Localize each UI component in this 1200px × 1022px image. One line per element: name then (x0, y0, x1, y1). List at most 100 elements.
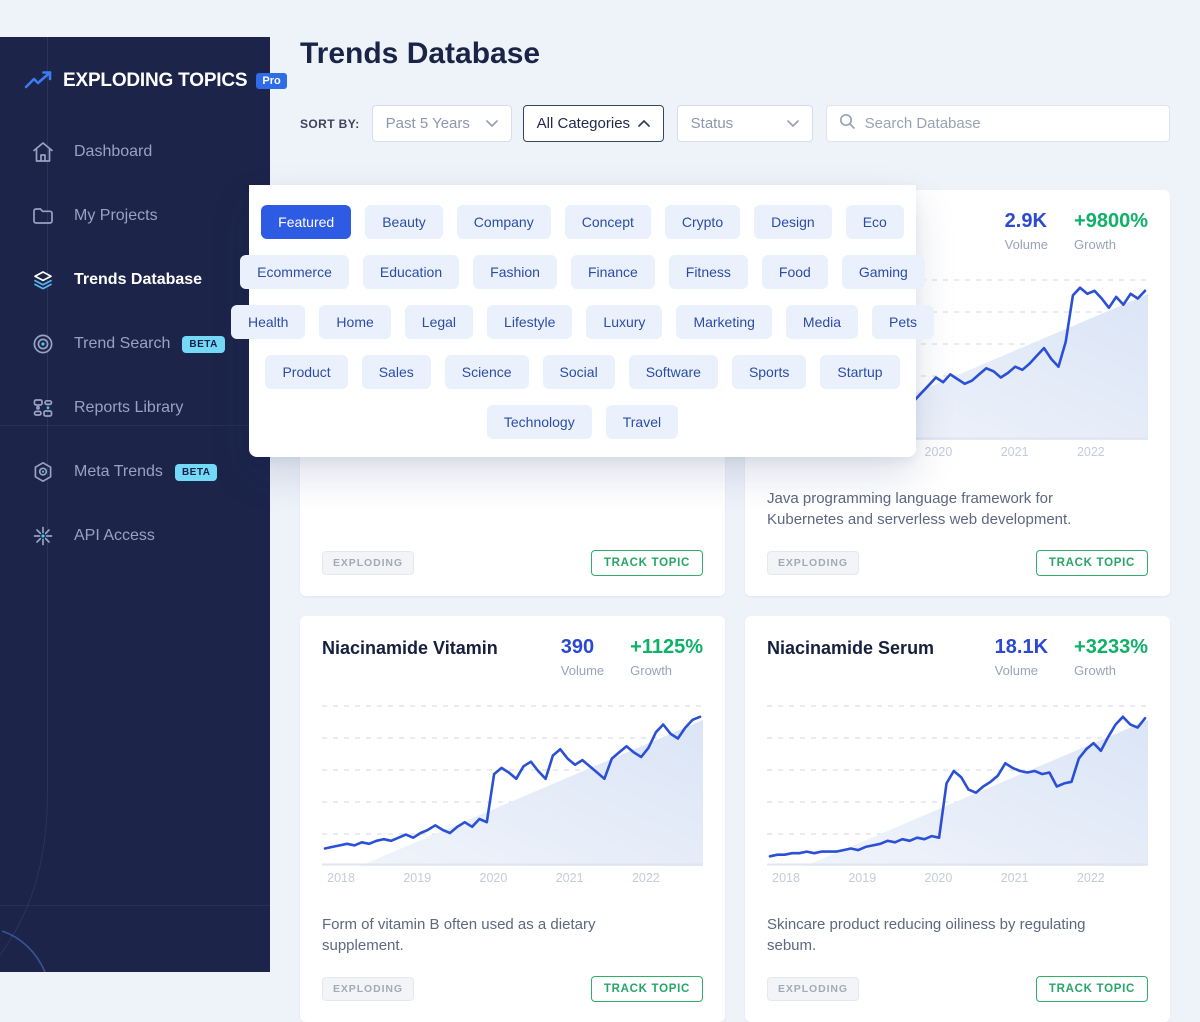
card-footer: EXPLODING TRACK TOPIC (767, 976, 1148, 1002)
category-chip-gaming[interactable]: Gaming (841, 255, 925, 289)
sidebar-item-label: Dashboard (74, 143, 153, 160)
page-title: Trends Database (300, 37, 541, 70)
sidebar-item-dashboard[interactable]: Dashboard (0, 120, 270, 184)
category-chip-beauty[interactable]: Beauty (365, 205, 443, 239)
category-chip-concept[interactable]: Concept (564, 205, 651, 239)
axis-year-label: 2018 (772, 871, 800, 885)
volume-label: Volume (560, 663, 605, 678)
app-logo[interactable]: EXPLODING TOPICS Pro (0, 37, 287, 92)
category-select[interactable]: All Categories (522, 105, 664, 142)
volume-label: Volume (1004, 237, 1049, 252)
category-chip-row: Product Sales Science Social Software Sports S… (249, 355, 916, 389)
sidebar-item-trend-search[interactable]: Trend Search BETA (0, 312, 270, 376)
axis-year-label: 2022 (1076, 445, 1105, 459)
sidebar-item-label: Trends Database (74, 271, 203, 288)
track-topic-button[interactable]: TRACK TOPIC (590, 976, 703, 1002)
category-chip-featured[interactable]: Featured (261, 205, 352, 239)
sidebar-item-label: My Projects (74, 207, 158, 224)
time-range-select[interactable]: Past 5 Years (371, 105, 512, 142)
category-chip-luxury[interactable]: Luxury (586, 305, 663, 339)
sidebar-item-label: API Access (74, 527, 155, 544)
growth-label: Growth (1074, 663, 1116, 678)
sidebar-nav: Dashboard My Projects Trends Database Trend… (0, 120, 270, 568)
sidebar: EXPLODING TOPICS Pro Dashboard My Project… (0, 37, 287, 972)
category-chip-education[interactable]: Education (362, 255, 460, 289)
category-chip-company[interactable]: Company (456, 205, 551, 239)
category-chip-social[interactable]: Social (542, 355, 615, 389)
pro-badge: Pro (256, 73, 287, 89)
category-chip-marketing[interactable]: Marketing (676, 305, 772, 339)
category-chip-pets[interactable]: Pets (872, 305, 935, 339)
sidebar-item-label: Reports Library (74, 399, 184, 416)
sidebar-item-api-access[interactable]: API Access (0, 504, 270, 568)
category-chip-sales[interactable]: Sales (361, 355, 431, 389)
category-chip-startup[interactable]: Startup (820, 355, 900, 389)
category-chip-science[interactable]: Science (444, 355, 529, 389)
card-footer: EXPLODING TRACK TOPIC (322, 550, 703, 576)
category-chip-fashion[interactable]: Fashion (473, 255, 557, 289)
trend-description: Form of vitamin B often used as a dietar… (322, 916, 596, 954)
layers-icon (30, 267, 56, 293)
sidebar-item-my-projects[interactable]: My Projects (0, 184, 270, 248)
category-chip-product[interactable]: Product (265, 355, 348, 389)
sort-by-label: SORT BY: (300, 116, 360, 131)
sidebar-item-meta-trends[interactable]: Meta Trends BETA (0, 440, 270, 504)
category-chip-fitness[interactable]: Fitness (668, 255, 748, 289)
axis-year-label: 2019 (848, 871, 877, 885)
trend-description: Skincare product reducing oiliness by re… (767, 916, 1086, 954)
sidebar-item-reports-library[interactable]: Reports Library (0, 376, 270, 440)
status-badge: EXPLODING (322, 551, 414, 575)
sidebar-item-trends-database[interactable]: Trends Database (0, 248, 270, 312)
hexagon-icon (30, 459, 56, 485)
chart-area: 2018 2019 2020 2021 2022 (767, 696, 1148, 886)
trend-stats: 2.9K Volume +9800% Growth (1005, 210, 1148, 252)
category-chip-row: Ecommerce Education Fashion Finance Fitness F… (240, 255, 925, 289)
category-chip-technology[interactable]: Technology (486, 405, 592, 439)
status-select[interactable]: Status (676, 105, 813, 142)
status-badge: EXPLODING (767, 977, 859, 1001)
category-chip-travel[interactable]: Travel (605, 405, 679, 439)
card-footer: EXPLODING TRACK TOPIC (322, 976, 703, 1002)
axis-year-label: 2021 (555, 871, 584, 885)
track-topic-button[interactable]: TRACK TOPIC (590, 550, 703, 576)
filter-toolbar: SORT BY: Past 5 Years All Categories Sta… (300, 105, 1170, 142)
api-icon (30, 523, 56, 549)
axis-year-label: 2022 (631, 871, 660, 885)
track-topic-button[interactable]: TRACK TOPIC (1035, 976, 1148, 1002)
axis-year-label: 2022 (1076, 871, 1105, 885)
volume-value: 18.1K (994, 636, 1049, 658)
card-header: Niacinamide Serum 18.1K Volume +3233% Grow… (767, 636, 1148, 682)
category-chip-design[interactable]: Design (754, 205, 832, 239)
category-chip-media[interactable]: Media (785, 305, 859, 339)
chart-area: 2018 2019 2020 2021 2022 (322, 696, 703, 886)
category-chip-finance[interactable]: Finance (570, 255, 655, 289)
axis-year-label: 2021 (1000, 871, 1029, 885)
category-chip-health[interactable]: Health (230, 305, 306, 339)
category-chip-software[interactable]: Software (628, 355, 718, 389)
search-box (825, 105, 1170, 142)
beta-badge: BETA (174, 463, 218, 481)
trend-chart (767, 705, 1148, 866)
sidebar-item-label: Meta Trends (74, 463, 163, 480)
trend-card: Niacinamide Serum 18.1K Volume +3233% Grow… (745, 616, 1170, 1022)
trend-arrow-icon (24, 70, 54, 92)
category-chip-eco[interactable]: Eco (845, 205, 904, 239)
growth-value: +1125% (630, 636, 703, 658)
track-topic-button[interactable]: TRACK TOPIC (1035, 550, 1148, 576)
category-chip-home[interactable]: Home (319, 305, 391, 339)
category-chip-food[interactable]: Food (761, 255, 828, 289)
category-chip-crypto[interactable]: Crypto (664, 205, 741, 239)
category-chip-ecommerce[interactable]: Ecommerce (240, 255, 349, 289)
category-chip-lifestyle[interactable]: Lifestyle (487, 305, 573, 339)
status-badge: EXPLODING (322, 977, 414, 1001)
home-icon (30, 139, 56, 165)
chart-x-axis: 2018 2019 2020 2021 2022 (767, 871, 1148, 886)
status-value: Status (690, 115, 734, 132)
category-chip-legal[interactable]: Legal (404, 305, 474, 339)
chevron-down-icon (786, 120, 799, 127)
search-input[interactable] (862, 114, 1157, 133)
category-chip-sports[interactable]: Sports (731, 355, 807, 389)
card-header: Niacinamide Vitamin 390 Volume +1125% Grow… (322, 636, 703, 682)
chevron-down-icon (485, 120, 498, 127)
category-value: All Categories (536, 115, 631, 132)
